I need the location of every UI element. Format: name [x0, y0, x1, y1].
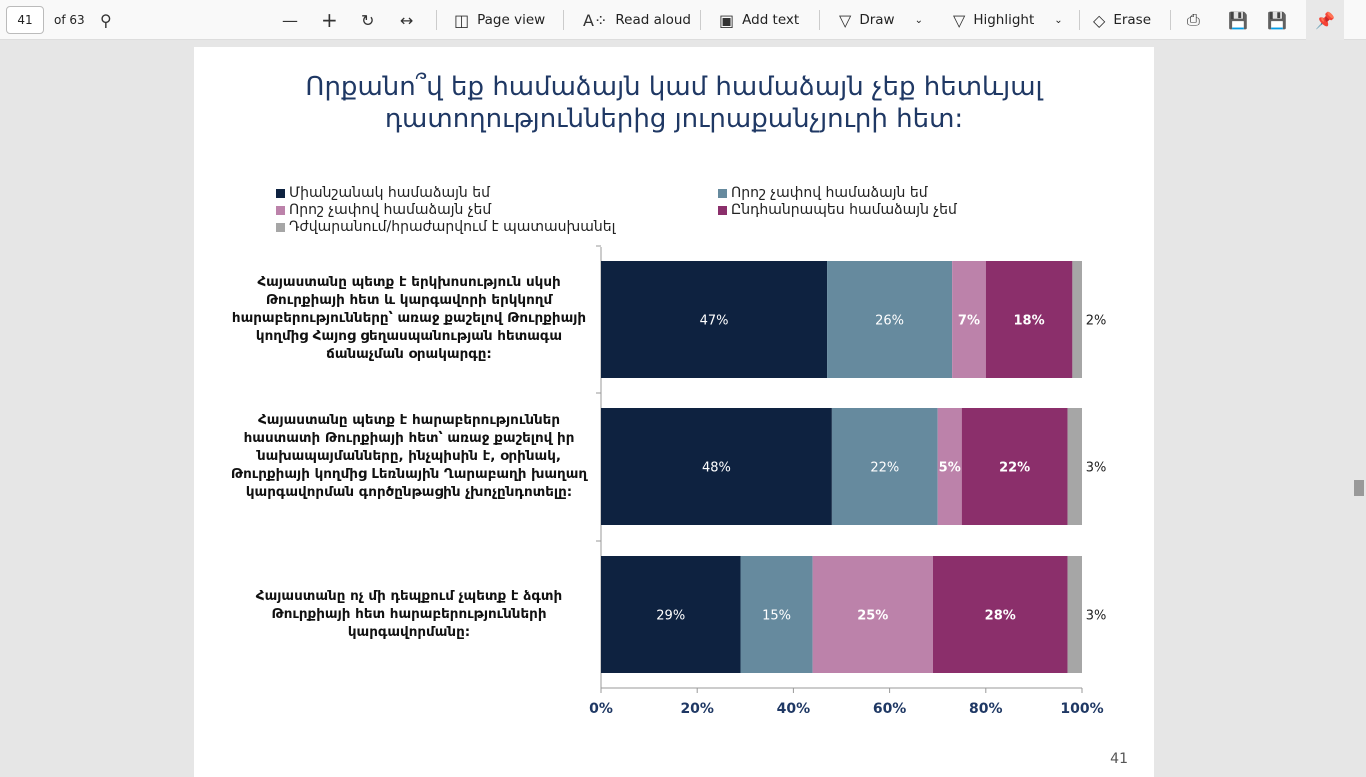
legend-label: Ընդհանրապես համաձայն չեմ [731, 202, 957, 218]
bar-segment [1067, 556, 1082, 673]
page-view-icon: ◫ [454, 10, 470, 30]
bar-segment [601, 408, 832, 525]
search-icon[interactable]: ⚲ [100, 10, 112, 30]
data-label: 48% [702, 461, 731, 476]
data-label: 25% [857, 609, 888, 624]
data-label: 29% [656, 609, 685, 624]
x-tick-label: 60% [873, 701, 907, 717]
pdf-toolbar: 41 of 63 ⚲ — + ↻ ↔ ◫ Page view A⁘ Read alo… [0, 0, 1366, 40]
draw-icon: ▽ [839, 10, 852, 30]
data-label: 47% [700, 314, 729, 329]
add-text-button[interactable]: ▣ Add text [719, 0, 799, 40]
highlight-icon: ▽ [953, 10, 966, 30]
bar-segment [952, 261, 986, 378]
data-label: 18% [1014, 314, 1045, 329]
zoom-out-icon[interactable]: — [282, 10, 298, 30]
legend-swatch [276, 188, 285, 198]
chart-title: Որքանո՞վ եք համաձայն կամ համաձայն չեք հե… [194, 71, 1154, 135]
print-icon[interactable]: ⎙ [1187, 10, 1200, 29]
draw-button[interactable]: ▽ Draw ⌄ [839, 0, 923, 40]
legend-swatch [276, 205, 285, 215]
draw-label: Draw [859, 12, 895, 28]
bar-segment [961, 408, 1068, 525]
scrollbar-thumb[interactable] [1354, 480, 1364, 496]
bar-segment [937, 408, 962, 525]
read-aloud-label: Read aloud [615, 12, 691, 28]
legend-label: Որոշ չափով համաձայն եմ [731, 185, 928, 201]
data-label: 28% [985, 609, 1016, 624]
zoom-in-icon[interactable]: + [321, 8, 338, 32]
data-label: 22% [999, 461, 1030, 476]
legend-swatch [718, 188, 727, 198]
legend-label: Որոշ չափով համաձայն չեմ [289, 202, 492, 218]
bar-segment [1067, 408, 1082, 525]
legend-label: Դժվարանում/հրաժարվում է պատասխանել [289, 219, 616, 235]
legend-label: Միանշանակ համաձայն եմ [289, 185, 490, 201]
data-label: 26% [875, 314, 904, 329]
legend-item: Միանշանակ համաձայն եմ [276, 185, 490, 201]
legend-swatch [276, 222, 285, 232]
bar-segment [601, 556, 741, 673]
data-label: 2% [1086, 314, 1107, 329]
x-tick-label: 20% [680, 701, 714, 717]
page-view-button[interactable]: ◫ Page view [454, 0, 545, 40]
data-label: 7% [958, 314, 980, 329]
highlight-button[interactable]: ▽ Highlight ⌄ [953, 0, 1063, 40]
bar-segment [932, 556, 1068, 673]
x-tick-label: 100% [1060, 701, 1103, 717]
category-label: Հայաստանը ոչ մի դեպքում չպետք է ձգտի Թու… [255, 588, 563, 640]
page-view-label: Page view [477, 12, 546, 28]
save-as-icon[interactable]: 💾 [1267, 10, 1287, 30]
bar-segment [812, 556, 933, 673]
data-label: 3% [1086, 609, 1107, 624]
legend-item: Դժվարանում/հրաժարվում է պատասխանել [276, 219, 615, 235]
erase-button[interactable]: ◇ Erase [1093, 0, 1151, 40]
fit-width-icon[interactable]: ↔ [400, 10, 414, 30]
data-label: 3% [1086, 461, 1107, 476]
stacked-bar-chart: 47% 26% 7% 18% 2% 48% 22% 5% 22% 3% 29% 15% 25% 28% 3%… [589, 245, 1107, 717]
bar-segment [827, 261, 953, 378]
data-label: 15% [762, 609, 791, 624]
legend-item: Որոշ չափով համաձայն չեմ [276, 202, 491, 218]
bar-segment [1072, 261, 1082, 378]
bar-segment [985, 261, 1073, 378]
category-label: Հայաստանը պետք է հարաբերություններ հաստա… [230, 412, 588, 500]
highlight-label: Highlight [973, 12, 1035, 28]
x-tick-label: 40% [777, 701, 811, 717]
rotate-icon[interactable]: ↻ [361, 10, 375, 30]
category-label: Հայաստանը պետք է երկխոսություն սկսի Թուր… [231, 274, 587, 362]
pin-icon[interactable]: 📌 [1306, 0, 1344, 40]
data-label: 22% [870, 461, 899, 476]
page-count: of 63 [54, 13, 85, 27]
add-text-label: Add text [742, 12, 800, 28]
bar-segment [601, 261, 828, 378]
bar-segment [831, 408, 938, 525]
read-aloud-icon: A⁘ [583, 10, 608, 30]
add-text-icon: ▣ [719, 10, 735, 30]
bar-segment [740, 556, 813, 673]
title-line: դատողություններից յուրաքանչյուրի հետ: [384, 104, 964, 134]
x-tick-label: 80% [969, 701, 1003, 717]
chevron-down-icon[interactable]: ⌄ [1054, 14, 1063, 26]
save-icon[interactable]: 💾 [1228, 10, 1248, 30]
legend-item: Ընդհանրապես համաձայն չեմ [718, 202, 957, 218]
chevron-down-icon[interactable]: ⌄ [914, 14, 923, 26]
pdf-page: Որքանո՞վ եք համաձայն կամ համաձայն չեք հե… [194, 47, 1154, 777]
page-number: 41 [1110, 751, 1128, 767]
title-line: Որքանո՞վ եք համաձայն կամ համաձայն չեք հե… [305, 72, 1043, 102]
read-aloud-button[interactable]: A⁘ Read aloud [583, 0, 691, 40]
erase-label: Erase [1113, 12, 1152, 28]
page-number-input[interactable]: 41 [6, 6, 44, 34]
data-label: 5% [939, 461, 961, 476]
x-tick-label: 0% [589, 701, 613, 717]
legend-item: Որոշ չափով համաձայն եմ [718, 185, 928, 201]
legend-swatch [718, 205, 727, 215]
eraser-icon: ◇ [1093, 10, 1106, 30]
